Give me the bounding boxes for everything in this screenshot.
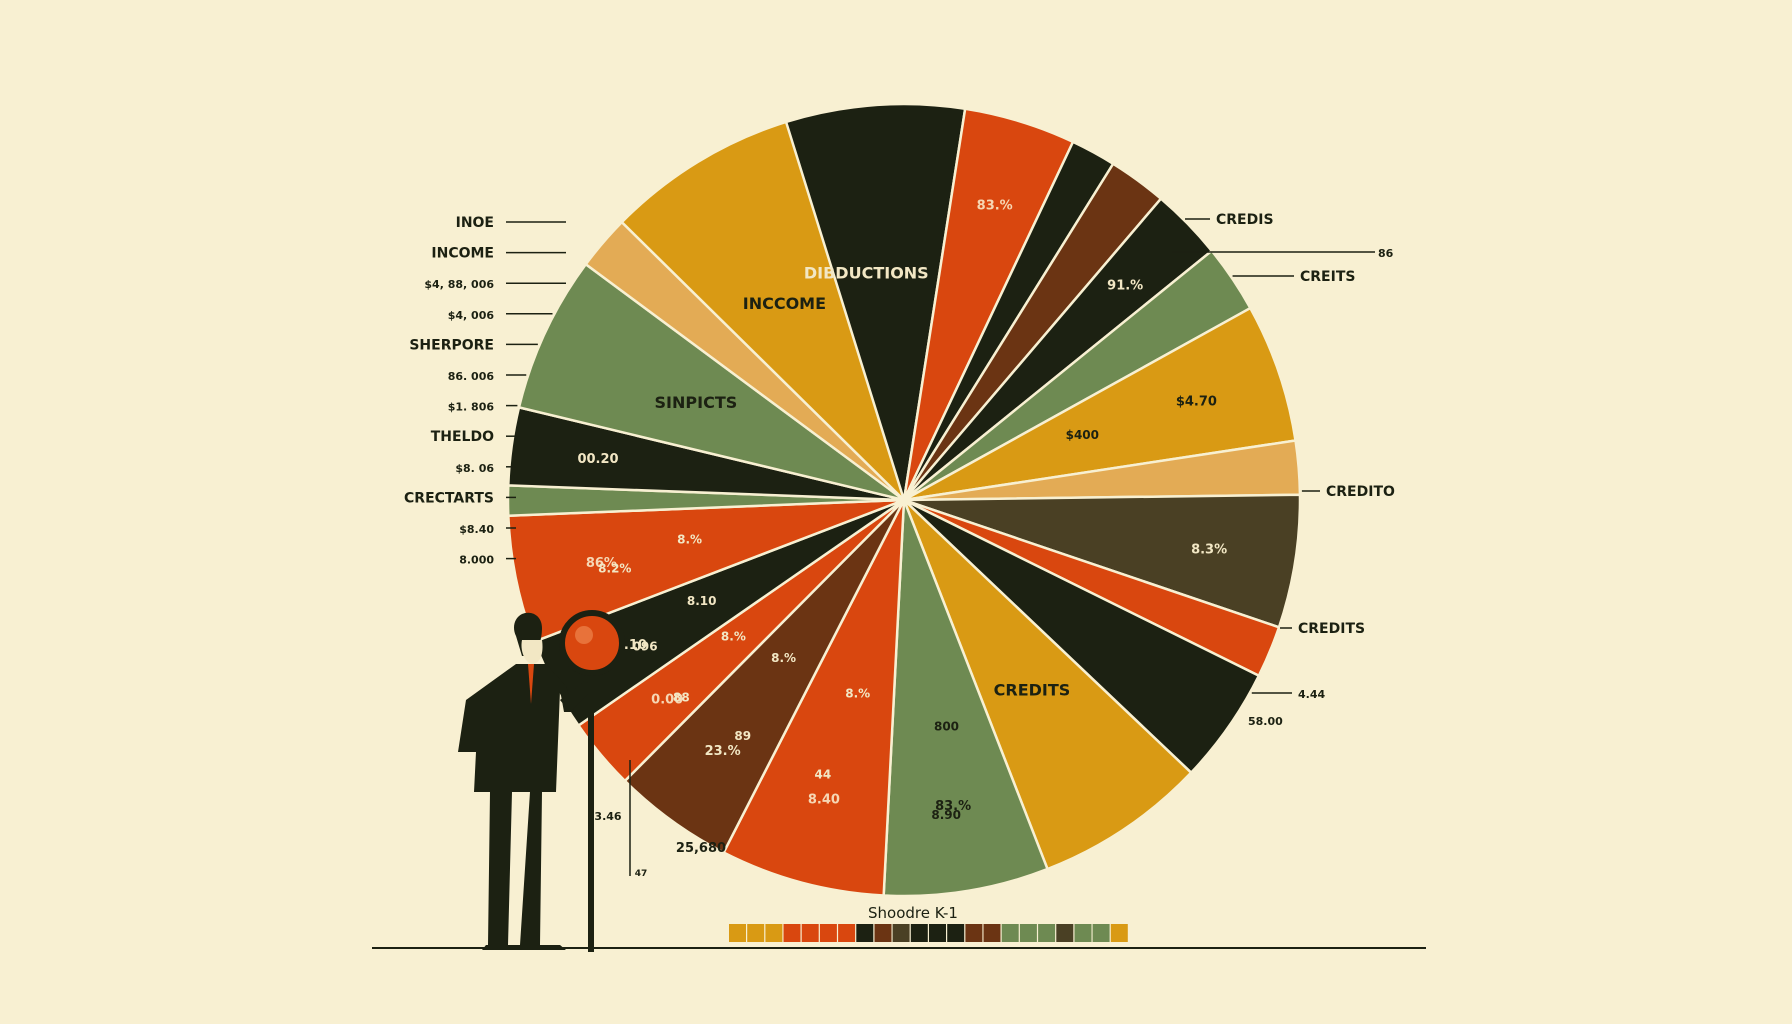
slice-label: 83.% xyxy=(977,199,1013,214)
left-callout-label: $1. 806 xyxy=(448,401,495,414)
legend-swatch xyxy=(1038,924,1056,942)
slice-label: 23.% xyxy=(705,744,741,759)
left-callout-label: 86. 006 xyxy=(448,370,495,383)
pie-slice xyxy=(902,493,1302,629)
pie-slice xyxy=(902,306,1297,502)
slice-labels: DIBDUCTIONS 83.% 91.% $4.70 8.3% CREDITS 83.% 8… xyxy=(577,199,1227,814)
tie-icon xyxy=(528,664,534,704)
pie-slice xyxy=(517,263,906,502)
slice-label: 8.3% xyxy=(1191,542,1227,557)
inner-data-label: 096 xyxy=(633,640,658,654)
inner-labels: $400 8.% 89 44 8.% 8.90 800 8.% 096 8.10 88 8.% 8.2% xyxy=(598,428,1099,822)
legend-swatch xyxy=(1110,924,1128,942)
right-callout-label: 4.44 xyxy=(1298,688,1325,701)
left-callout-label: CRECTARTS xyxy=(404,490,494,506)
left-callout-label: SHERPORE xyxy=(409,337,494,353)
pie-slice xyxy=(620,120,906,502)
legend-swatch xyxy=(965,924,983,942)
slice-label: 0.00 xyxy=(651,692,683,707)
left-callout-label: $4, 88, 006 xyxy=(424,278,494,291)
left-callout-label: $8. 06 xyxy=(455,462,494,475)
right-callout-label: CREDITO xyxy=(1326,484,1395,500)
legend-swatch xyxy=(892,924,910,942)
right-callouts: CREDIS 86 CREITS CREDITO CREDITS 4.44 58.00 xyxy=(1172,212,1395,728)
left-callout-label: INCOME xyxy=(431,246,494,262)
inner-data-label: 8.% xyxy=(845,687,870,701)
inner-data-label: 8.10 xyxy=(687,594,717,608)
slice-label: 00.20 xyxy=(577,452,618,467)
slice-label: INCCOME xyxy=(743,294,826,313)
slice-label: SINPICTS xyxy=(655,393,738,412)
inner-data-label: 8.% xyxy=(771,651,796,665)
pie-slice xyxy=(902,498,1193,871)
bottom-data-label: 3.46 xyxy=(594,810,621,823)
left-callout-label: 8.000 xyxy=(459,554,494,567)
legend-swatch xyxy=(929,924,946,942)
legend-swatch xyxy=(765,924,783,942)
inner-data-label: 8.2% xyxy=(598,561,631,575)
legend-swatch xyxy=(1019,924,1037,942)
pie-slice xyxy=(882,498,1049,898)
right-callout-label: CREDIS xyxy=(1216,212,1274,228)
magnifier-handle xyxy=(588,680,594,952)
legend-swatch xyxy=(783,924,801,942)
left-callout-label: $4, 006 xyxy=(448,309,495,322)
inner-data-label: 800 xyxy=(934,720,959,734)
legend-swatch xyxy=(747,924,765,942)
left-callout-label: THELDO xyxy=(431,429,494,445)
left-callout-label: INOE xyxy=(456,215,494,231)
legend-swatch xyxy=(1092,924,1110,942)
left-callouts: INOE INCOME $4, 88, 006 $4, 006 SHERPORE 86. … xyxy=(404,215,566,567)
slice-label: 91.% xyxy=(1107,278,1143,293)
bottom-labels: 3.46 47 25,680 xyxy=(594,760,726,879)
left-callout-label: $8.40 xyxy=(459,523,494,536)
legend-swatch xyxy=(1001,924,1019,942)
right-callout-label: 86 xyxy=(1378,247,1394,260)
slice-label: DIBDUCTIONS xyxy=(804,263,929,282)
inner-data-label: 8.% xyxy=(677,532,702,546)
bottom-data-label: 25,680 xyxy=(676,841,726,856)
slice-label: 8.40 xyxy=(808,792,840,807)
legend-swatches xyxy=(729,924,1128,942)
inner-data-label: $400 xyxy=(1066,428,1099,442)
legend-swatch xyxy=(1056,924,1074,942)
legend-swatch xyxy=(729,924,746,942)
right-callout-label: 58.00 xyxy=(1248,715,1283,728)
legend-swatch xyxy=(856,924,874,942)
chart-caption: Shoodre K-1 xyxy=(868,904,958,922)
legend-swatch xyxy=(983,924,1001,942)
inner-data-label: 8.% xyxy=(721,629,746,643)
slice-label: CREDITS xyxy=(994,681,1071,700)
businessman-figure xyxy=(458,610,625,952)
pie-slice xyxy=(722,498,906,897)
inner-data-label: 88 xyxy=(673,691,690,705)
legend-swatch xyxy=(838,924,856,942)
legend-swatch xyxy=(910,924,928,942)
slice-label: 83.% xyxy=(935,799,971,814)
legend-swatch xyxy=(947,924,965,942)
right-callout-label: CREDITS xyxy=(1298,621,1365,637)
magnifier-icon xyxy=(559,610,625,676)
pie-slices xyxy=(506,102,1302,898)
right-callout-label: CREITS xyxy=(1300,269,1355,285)
legend-swatch xyxy=(801,924,819,942)
legend-swatch xyxy=(874,924,892,942)
slice-label: $4.70 xyxy=(1176,394,1217,409)
inner-data-label: 89 xyxy=(734,729,751,743)
inner-data-label: 44 xyxy=(815,767,832,781)
inner-data-label: 8.90 xyxy=(931,808,961,822)
legend-swatch xyxy=(819,924,837,942)
slice-label: 86% xyxy=(586,556,617,571)
legend-swatch xyxy=(1074,924,1092,942)
bottom-data-label: 47 xyxy=(635,869,648,879)
